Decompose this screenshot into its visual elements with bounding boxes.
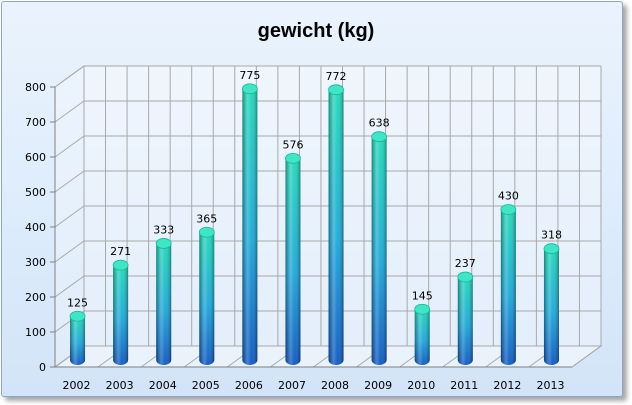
- x-tick-label: 2012: [493, 379, 521, 392]
- bar-cap: [371, 131, 388, 143]
- bar-2007: [285, 152, 301, 365]
- data-label: 237: [455, 257, 476, 270]
- bar-cap: [543, 243, 560, 255]
- bar-cap: [69, 310, 86, 322]
- x-tick-label: 2008: [321, 379, 349, 392]
- gridline-side: [54, 275, 85, 298]
- axes: 0 100 200 300 400 500 600 700 800 2002 2003 2004 200…: [25, 81, 572, 392]
- data-label: 125: [67, 296, 88, 309]
- x-tick-label: 2005: [192, 379, 220, 392]
- y-tick-label: 600: [25, 151, 46, 164]
- bar-2010: [414, 303, 431, 365]
- x-tick-label: 2007: [278, 379, 306, 392]
- bar-shade: [500, 209, 516, 365]
- bar-shade: [156, 243, 172, 365]
- data-label: 430: [498, 190, 519, 203]
- bar-cap: [414, 303, 431, 315]
- x-tick-label: 2004: [149, 379, 177, 392]
- bar-2003: [112, 259, 129, 365]
- bar-cap: [112, 259, 129, 271]
- floor-line: [571, 345, 602, 368]
- gridline-side: [54, 65, 85, 88]
- bar-shade: [328, 89, 344, 366]
- x-tick-label: 2013: [536, 379, 564, 392]
- bar-2008: [328, 84, 344, 366]
- y-tick-label: 200: [25, 291, 46, 304]
- bar-cap: [328, 84, 344, 96]
- x-tick-label: 2009: [364, 379, 392, 392]
- bar-2004: [155, 238, 172, 365]
- y-tick-label: 100: [25, 326, 46, 339]
- bar-2013: [543, 243, 560, 365]
- labels: 125 271 333 365 775 576 772 638 145 237 430 318: [67, 69, 562, 310]
- data-label: 638: [369, 117, 390, 130]
- bar-shade: [199, 232, 215, 365]
- bar-2002: [69, 310, 86, 365]
- bar-shade: [457, 277, 473, 365]
- data-label: 576: [282, 138, 303, 151]
- y-tick-label: 400: [25, 221, 46, 234]
- x-tick-label: 2011: [450, 379, 478, 392]
- data-label: 365: [196, 212, 217, 225]
- x-tick-label: 2003: [106, 379, 134, 392]
- bar-2005: [198, 226, 215, 365]
- bar-shade: [242, 88, 258, 365]
- bar-shade: [371, 136, 387, 365]
- gridline-side: [54, 100, 85, 123]
- bar-shade: [543, 248, 559, 365]
- data-label: 772: [326, 70, 347, 83]
- bar-cap: [285, 152, 301, 164]
- bar-cap: [155, 238, 172, 249]
- y-tick-label: 800: [25, 81, 46, 94]
- bar-2011: [457, 271, 474, 365]
- bar-shade: [285, 158, 301, 365]
- gridline-side: [54, 240, 85, 263]
- y-tick-label: 300: [25, 256, 46, 269]
- bar-shade: [414, 309, 430, 365]
- gridline-side: [54, 205, 85, 228]
- data-label: 318: [541, 229, 562, 242]
- gridline-side: [54, 170, 85, 193]
- bar-cap: [500, 204, 517, 215]
- bar-2006: [241, 83, 258, 365]
- chart-title: gewicht (kg): [258, 20, 375, 42]
- x-tick-label: 2002: [63, 379, 91, 392]
- data-label: 333: [153, 223, 174, 236]
- grid: [53, 65, 603, 368]
- y-tick-label: 0: [39, 361, 46, 374]
- data-label: 145: [412, 289, 433, 302]
- data-label: 775: [239, 69, 260, 82]
- data-label: 271: [110, 245, 131, 258]
- x-tick-label: 2006: [235, 379, 263, 392]
- bar-cap: [198, 226, 215, 238]
- bar-2009: [371, 131, 388, 365]
- x-tick-label: 2010: [407, 379, 435, 392]
- y-tick-label: 700: [25, 116, 46, 129]
- y-tick-label: 500: [25, 186, 46, 199]
- gridline-side: [54, 135, 85, 158]
- bars: [69, 83, 560, 366]
- bar-cap: [241, 83, 258, 95]
- chart-frame: [1, 1, 623, 397]
- bar-cap: [457, 271, 474, 283]
- bar-shade: [113, 265, 129, 365]
- bar-shade: [70, 316, 86, 365]
- bar-2012: [500, 204, 517, 365]
